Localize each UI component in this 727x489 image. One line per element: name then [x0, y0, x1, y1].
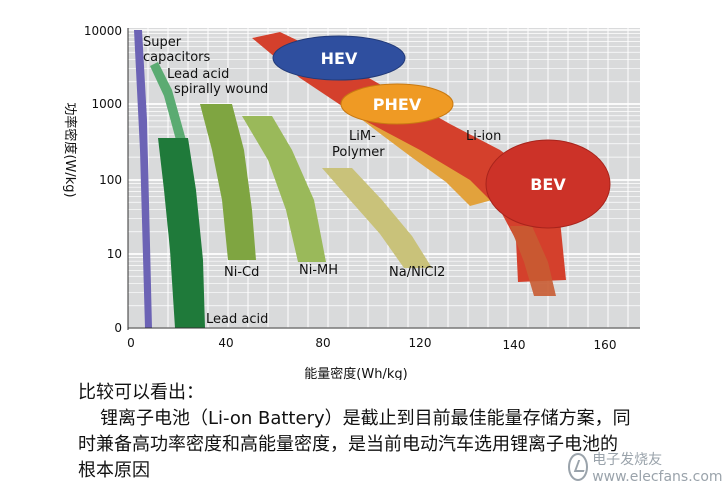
- y-tick-label: 1000: [91, 97, 122, 111]
- caption-line-1: 锂离子电池（Li-on Battery）是截止到目前最佳能量存储方案，同: [100, 408, 631, 429]
- caption-heading: 比较可以看出：: [78, 382, 204, 403]
- x-tick-label: 80: [315, 336, 330, 350]
- x-axis-title: 能量密度(Wh/kg): [304, 366, 407, 380]
- caption-line-3: 根本原因: [78, 460, 150, 481]
- region-lead-acid: [158, 138, 205, 328]
- label-super-capacitors-1: Super: [143, 35, 182, 50]
- y-tick-label: 10000: [84, 24, 122, 38]
- y-axis-title: 功率密度(W/kg): [62, 102, 78, 197]
- label-lead-acid-spirally-2: spirally wound: [174, 82, 268, 97]
- y-tick-label: 0: [114, 321, 122, 335]
- label-ni-mh: Ni-MH: [299, 263, 338, 278]
- region-ni-mh: [242, 116, 326, 262]
- watermark-text: 电子发烧友 www.elecfans.com: [592, 452, 723, 485]
- region-li-ion: [252, 32, 566, 282]
- x-tick-label: 40: [218, 336, 233, 350]
- label-lim-polymer-2: Polymer: [332, 145, 385, 160]
- region-super-capacitors: [134, 30, 152, 328]
- ellipse-phev: [340, 83, 454, 125]
- label-na-nicl2: Na/NiCl2: [389, 265, 445, 280]
- x-tick-label: 120: [409, 336, 432, 350]
- label-bev: BEV: [530, 175, 566, 194]
- elecfans-logo-icon: [568, 453, 589, 481]
- caption-line-2: 时兼备高功率密度和高能量密度，是当前电动汽车选用锂离子电池的: [78, 434, 618, 455]
- region-li-ion-tail: [510, 226, 556, 296]
- y-tick-label: 10: [107, 247, 122, 261]
- ellipse-bev: [485, 139, 611, 229]
- label-lim-polymer-1: LiM-: [349, 129, 376, 144]
- energy-power-density-chart: Super capacitors Lead acid spirally woun…: [62, 24, 640, 380]
- region-na-nicl2: [322, 168, 432, 268]
- label-phev: PHEV: [373, 95, 422, 114]
- x-tick-label: 140: [503, 338, 526, 352]
- label-lead-acid-spirally-1: Lead acid: [167, 67, 229, 82]
- watermark: 电子发烧友 www.elecfans.com: [568, 449, 727, 485]
- label-li-ion: Li-ion: [466, 129, 501, 144]
- ellipse-hev: [272, 35, 406, 81]
- y-tick-label: 100: [99, 173, 122, 187]
- label-super-capacitors-2: capacitors: [143, 50, 210, 65]
- label-lead-acid: Lead acid: [206, 312, 268, 327]
- x-tick-label: 0: [127, 336, 135, 350]
- region-ni-cd: [200, 104, 256, 260]
- label-ni-cd: Ni-Cd: [224, 265, 259, 280]
- label-hev: HEV: [321, 49, 358, 68]
- x-tick-label: 160: [594, 338, 617, 352]
